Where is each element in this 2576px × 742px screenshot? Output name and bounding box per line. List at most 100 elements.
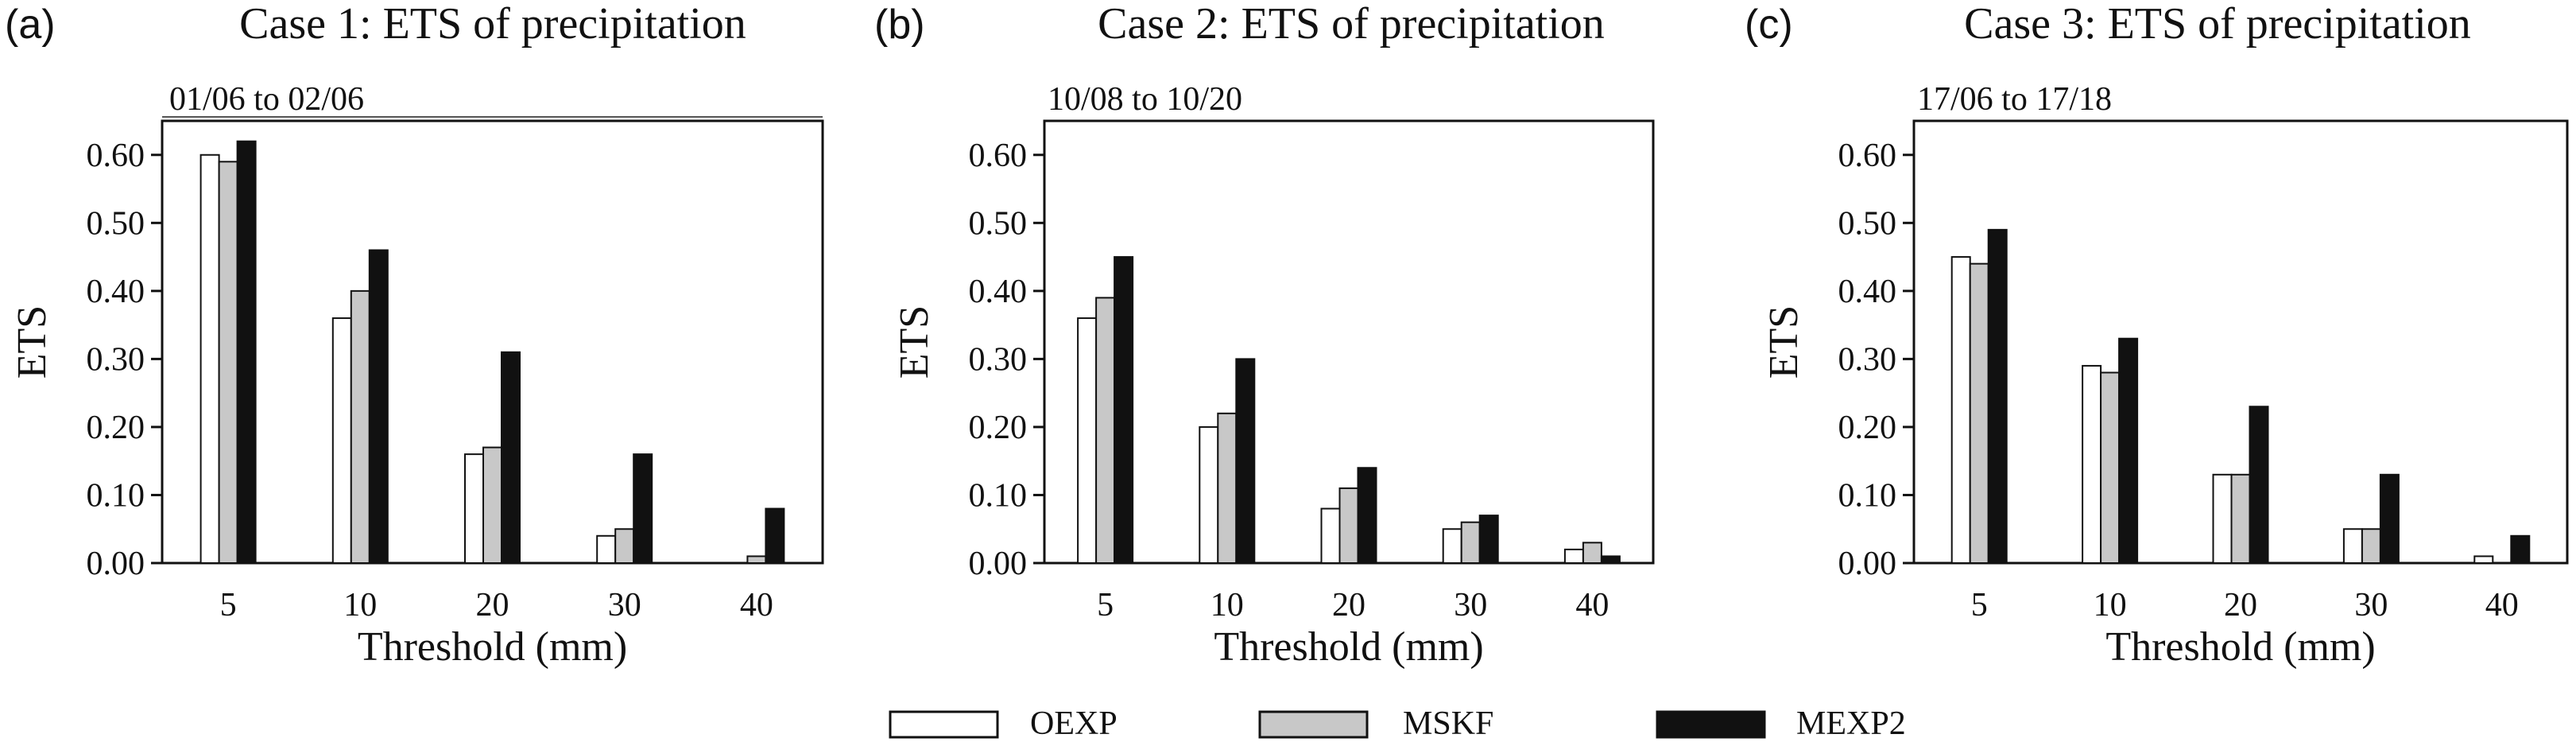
panel-title: Case 3: ETS of precipitation <box>1964 0 2471 49</box>
bar-oexp-10 <box>2082 364 2102 565</box>
bar-mexp2-20 <box>2249 406 2269 564</box>
bar-oexp-30 <box>1442 528 1462 565</box>
x-tick-label: 5 <box>1097 587 1114 624</box>
bar-oexp-30 <box>2342 528 2363 565</box>
y-tick-label: 0.10 <box>87 477 145 514</box>
bar-mskf-10 <box>350 289 370 564</box>
bar-mexp2-20 <box>501 351 521 564</box>
legend-swatch-mskf <box>1258 710 1369 739</box>
panel-subtitle: 10/08 to 10/20 <box>1048 81 1242 118</box>
legend-label-oexp: OEXP <box>1030 705 1118 742</box>
bar-mskf-10 <box>1217 412 1238 564</box>
bar-mskf-40 <box>746 555 767 565</box>
y-tick-label: 0.30 <box>969 341 1028 378</box>
panel-label: (c) <box>1745 2 1793 48</box>
bar-oexp-5 <box>199 153 220 564</box>
legend-swatch-oexp <box>889 710 999 739</box>
y-tick-label: 0.50 <box>1838 205 1897 242</box>
bar-oexp-20 <box>1320 507 1341 564</box>
bar-mexp2-5 <box>1114 256 1134 564</box>
bar-mexp2-30 <box>2379 473 2400 564</box>
bar-mexp2-40 <box>1600 555 1621 565</box>
panel-label: (a) <box>5 2 56 48</box>
panel-label: (b) <box>874 2 925 48</box>
x-tick-label: 40 <box>2485 587 2519 624</box>
y-tick-label: 0.40 <box>969 274 1028 310</box>
y-tick-label: 0.10 <box>969 477 1028 514</box>
bar-mexp2-10 <box>368 249 389 564</box>
bar-mskf-30 <box>2361 528 2381 565</box>
y-tick-label: 0.50 <box>87 205 145 242</box>
bar-mexp2-30 <box>1478 515 1499 564</box>
legend-label-mskf: MSKF <box>1403 705 1493 742</box>
bar-mskf-20 <box>2230 473 2251 564</box>
bar-oexp-30 <box>596 534 617 564</box>
y-tick-label: 0.40 <box>1838 274 1897 310</box>
x-tick-label: 10 <box>2094 587 2127 624</box>
y-tick-label: 0.60 <box>969 138 1028 174</box>
bar-mskf-20 <box>1338 487 1359 565</box>
x-tick-label: 20 <box>1332 587 1365 624</box>
bar-mskf-30 <box>614 528 635 565</box>
x-tick-label: 20 <box>2224 587 2257 624</box>
x-axis-label: Threshold (mm) <box>2105 624 2375 670</box>
legend-swatch-mexp2 <box>1656 710 1766 739</box>
x-tick-label: 40 <box>1575 587 1609 624</box>
bar-mexp2-10 <box>2118 337 2139 564</box>
bar-oexp-5 <box>1077 317 1098 564</box>
y-tick-label: 0.10 <box>1838 477 1897 514</box>
y-tick-label: 0.00 <box>969 546 1028 582</box>
y-tick-label: 0.30 <box>1838 341 1897 378</box>
bar-mexp2-20 <box>1357 467 1377 564</box>
legend-label-mexp2: MEXP2 <box>1796 705 1906 742</box>
y-tick-label: 0.50 <box>969 205 1028 242</box>
y-tick-label: 0.20 <box>87 410 145 446</box>
x-tick-label: 30 <box>1454 587 1487 624</box>
y-axis-label: ETS <box>10 305 55 379</box>
panel-title: Case 1: ETS of precipitation <box>239 0 746 49</box>
y-tick-label: 0.30 <box>87 341 145 378</box>
y-tick-label: 0.20 <box>1838 410 1897 446</box>
y-tick-label: 0.40 <box>87 274 145 310</box>
bar-mskf-30 <box>1460 521 1481 565</box>
bar-mexp2-5 <box>1987 228 2008 564</box>
y-axis-label: ETS <box>892 305 937 379</box>
x-tick-label: 20 <box>476 587 509 624</box>
x-axis-label: Threshold (mm) <box>358 624 627 670</box>
bar-oexp-40 <box>2473 555 2494 565</box>
x-tick-label: 40 <box>740 587 773 624</box>
panel-subtitle: 01/06 to 02/06 <box>169 81 364 118</box>
x-tick-label: 5 <box>220 587 237 624</box>
bar-mskf-10 <box>2100 371 2121 564</box>
y-tick-label: 0.00 <box>1838 546 1897 582</box>
bar-oexp-10 <box>1199 425 1219 565</box>
bar-mexp2-10 <box>1235 358 1256 564</box>
bar-mskf-5 <box>1969 262 1989 564</box>
bar-mexp2-30 <box>633 453 653 565</box>
bar-oexp-10 <box>331 317 352 564</box>
bar-oexp-20 <box>2212 473 2233 564</box>
bar-mskf-5 <box>1095 297 1116 564</box>
bar-mskf-5 <box>218 161 238 564</box>
bar-oexp-20 <box>464 453 484 565</box>
y-axis-label: ETS <box>1761 305 1807 379</box>
x-tick-label: 10 <box>343 587 377 624</box>
bar-oexp-5 <box>1950 256 1971 564</box>
bar-oexp-40 <box>1563 548 1584 565</box>
x-tick-label: 30 <box>2354 587 2388 624</box>
bar-mexp2-40 <box>2510 534 2531 564</box>
bar-mexp2-40 <box>765 507 785 564</box>
y-tick-label: 0.20 <box>969 410 1028 446</box>
bar-mskf-40 <box>1582 542 1602 564</box>
x-tick-label: 5 <box>1971 587 1988 624</box>
x-tick-label: 10 <box>1211 587 1244 624</box>
panel-subtitle: 17/06 to 17/18 <box>1917 81 2112 118</box>
panel-title: Case 2: ETS of precipitation <box>1098 0 1605 49</box>
y-tick-label: 0.60 <box>1838 138 1897 174</box>
y-tick-label: 0.60 <box>87 138 145 174</box>
bar-mexp2-5 <box>236 140 257 564</box>
y-tick-label: 0.00 <box>87 546 145 582</box>
x-tick-label: 30 <box>608 587 641 624</box>
bar-mskf-20 <box>482 446 502 564</box>
